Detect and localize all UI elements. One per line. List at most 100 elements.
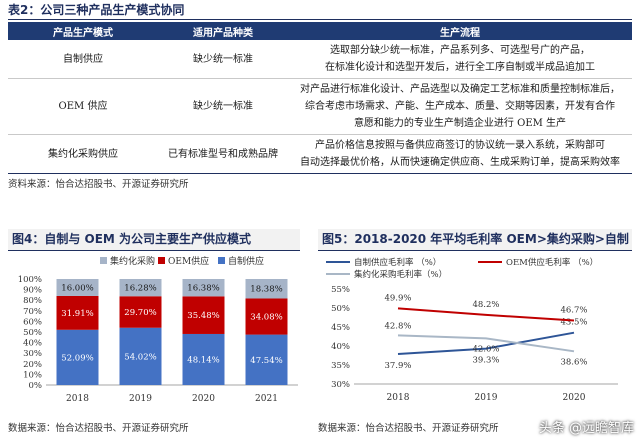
- bar-segment: [182, 279, 225, 297]
- data-label: 29.70%: [124, 308, 156, 318]
- bar-segment: [56, 295, 99, 330]
- series-line: [397, 331, 575, 355]
- table-row: 自制供应 缺少统一标准 选取部分缺少统一标准，产品系列多、可选型号广的产品， 在标准化…: [8, 40, 632, 79]
- legend-swatch: [100, 257, 107, 264]
- header-type: 适用产品种类: [158, 22, 288, 40]
- table-source: 资料来源：怡合达招股书、开源证券研究所: [8, 179, 189, 190]
- data-label: 18.38%: [250, 285, 282, 295]
- data-label: 37.9%: [384, 361, 411, 371]
- data-label: 52.09%: [61, 353, 93, 363]
- chart5-line-chart: 30% 35% 40% 45% 50% 55% 2018 2019 2020 37.9% 39.3%…: [326, 257, 618, 403]
- bar-segment: [56, 329, 99, 385]
- y-tick-label: 55%: [331, 285, 350, 295]
- data-label: 48.2%: [472, 300, 499, 310]
- y-tick-label: 35%: [331, 361, 350, 371]
- process-line: 产品价格信息按照与备供应商签订的协议统一录入系统，采购部可: [315, 140, 605, 151]
- x-tick-label: 2018: [66, 394, 89, 404]
- legend-label: 集约化采购: [110, 255, 155, 267]
- data-label: 47.54%: [250, 356, 282, 366]
- process-line: 意愿和能力的专业生产制造企业进行 OEM 生产: [353, 118, 567, 129]
- data-label: 48.14%: [187, 355, 219, 365]
- chart4-source: 数据来源：怡合达招股书、开源证券研究所: [8, 423, 189, 434]
- x-tick-label: 2019: [129, 394, 152, 404]
- data-label: 16.00%: [61, 283, 93, 293]
- chart4-stacked-bar: 0%10%20%30%40%50%60%70%80%90%100% 52.09% 3…: [18, 255, 298, 404]
- bar-segment: [182, 296, 225, 334]
- legend-label: OEM供应毛利率 （%）: [506, 257, 598, 268]
- y-tick-label: 80%: [23, 296, 42, 306]
- table-header-row: 产品生产模式 适用产品种类 生产流程: [8, 22, 632, 40]
- legend-label: 自制供应: [228, 255, 264, 267]
- watermark-text: 头条 @远瞻智库: [538, 421, 634, 436]
- x-tick-label: 2021: [255, 394, 278, 404]
- bar-segment: [119, 279, 162, 297]
- data-label: 54.02%: [124, 352, 156, 362]
- chart5-source: 数据来源：怡合达招股书、开源证券研究所: [318, 423, 499, 434]
- data-label: 39.3%: [472, 356, 499, 366]
- y-tick-label: 50%: [331, 304, 350, 314]
- table-title: 表2：公司三种产品生产模式协同: [8, 2, 632, 20]
- process-line: 在标准化设计和选型开发后，进行全工序自制或半成品追加工: [325, 62, 595, 73]
- data-label: 43.5%: [560, 318, 587, 328]
- bar-segment: [182, 333, 225, 385]
- cell-process: 产品价格信息按照与备供应商签订的协议统一录入系统，采购部可自动选择最优价格，从而…: [288, 134, 632, 174]
- chart5-title: 图5：2018-2020 年平均毛利率 OEM>集约采购>自制: [318, 229, 632, 251]
- y-tick-label: 30%: [331, 380, 350, 390]
- legend-label: OEM供应: [168, 255, 209, 267]
- x-tick-label: 2020: [192, 394, 215, 404]
- x-tick-label: 2018: [387, 393, 410, 403]
- y-tick-label: 10%: [23, 370, 42, 380]
- y-tick-label: 70%: [23, 307, 42, 317]
- legend-label: 集约化采购毛利率（%）: [354, 269, 447, 280]
- data-label: 34.08%: [250, 313, 282, 323]
- legend-label: 自制供应毛利率 （%）: [354, 257, 441, 268]
- bar-segment: [245, 279, 288, 299]
- cell-mode: OEM 供应: [8, 78, 158, 135]
- data-label: 42.0%: [472, 344, 499, 354]
- production-mode-table: 产品生产模式 适用产品种类 生产流程 自制供应 缺少统一标准 选取部分缺少统一标准，…: [8, 22, 632, 174]
- y-tick-label: 0%: [29, 381, 43, 391]
- header-process: 生产流程: [288, 22, 632, 40]
- cell-mode: 自制供应: [8, 40, 158, 79]
- bar-segment: [245, 334, 288, 385]
- data-label: 49.9%: [384, 293, 411, 303]
- data-label: 38.6%: [560, 357, 587, 367]
- legend-swatch: [158, 257, 165, 264]
- y-tick-label: 100%: [18, 275, 42, 285]
- x-tick-label: 2019: [475, 393, 498, 403]
- y-tick-label: 40%: [331, 342, 350, 352]
- bar-segment: [119, 296, 162, 328]
- y-tick-label: 60%: [23, 317, 42, 327]
- y-tick-label: 90%: [23, 286, 42, 296]
- process-line: 选取部分缺少统一标准，产品系列多、可选型号广的产品，: [330, 45, 590, 56]
- process-line: 自动选择最优价格，从而快速确定供应商、生成采购订单，提高采购效率: [300, 157, 620, 168]
- x-tick-label: 2020: [563, 393, 586, 403]
- bar-segment: [119, 327, 162, 385]
- data-label: 16.28%: [124, 284, 156, 294]
- y-tick-label: 30%: [23, 349, 42, 359]
- data-label: 16.38%: [187, 284, 219, 294]
- data-label: 46.7%: [560, 306, 587, 316]
- bar-segment: [245, 298, 288, 335]
- data-label: 42.8%: [384, 321, 411, 331]
- y-tick-label: 40%: [23, 339, 42, 349]
- bar-segment: [56, 279, 99, 296]
- process-line: 综合考虑市场需求、产能、生产成本、质量、交期等因素，开发有合作: [305, 101, 615, 112]
- table-row: 集约化采购供应 已有标准型号和成熟品牌 产品价格信息按照与备供应商签订的协议统一录入…: [8, 134, 632, 174]
- cell-type: 缺少统一标准: [158, 78, 288, 135]
- chart4-title: 图4：自制与 OEM 为公司主要生产供应模式: [8, 229, 300, 251]
- table-row: OEM 供应 缺少统一标准 对产品进行标准化设计、产品选型以及确定工艺标准和质量控制…: [8, 78, 632, 135]
- y-tick-label: 50%: [23, 328, 42, 338]
- data-label: 35.48%: [187, 311, 219, 321]
- cell-process: 对产品进行标准化设计、产品选型以及确定工艺标准和质量控制标准后， 综合考虑市场需求…: [288, 78, 632, 135]
- cell-type: 缺少统一标准: [158, 40, 288, 79]
- process-line: 对产品进行标准化设计、产品选型以及确定工艺标准和质量控制标准后，: [300, 84, 620, 95]
- cell-process: 选取部分缺少统一标准，产品系列多、可选型号广的产品， 在标准化设计和选型开发后，进…: [288, 40, 632, 79]
- series-line: [397, 334, 575, 353]
- y-tick-label: 45%: [331, 323, 350, 333]
- series-line: [397, 307, 575, 322]
- legend-swatch: [218, 257, 225, 264]
- header-mode: 产品生产模式: [8, 22, 158, 40]
- cell-mode: 集约化采购供应: [8, 134, 158, 174]
- y-tick-label: 20%: [23, 360, 42, 370]
